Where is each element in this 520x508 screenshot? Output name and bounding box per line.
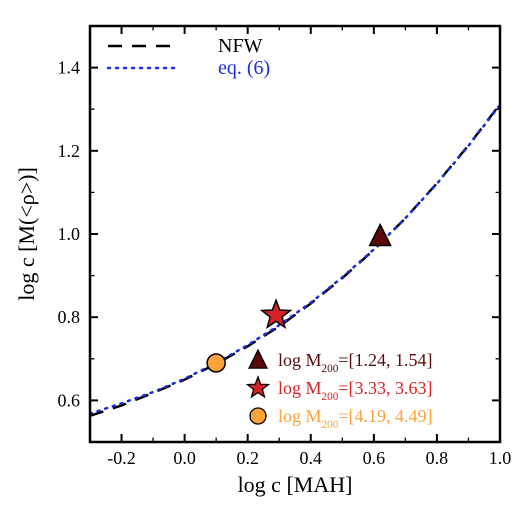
- chart-container: -0.2 0.0 0.2 0.4 0.6 0.8 1.0 0.6 0.8 1.0 1.2 1.4 log…: [0, 0, 520, 508]
- legend-label-nfw: NFW: [218, 35, 263, 57]
- x-tick-label: 0.2: [236, 448, 259, 468]
- point-circle: [207, 354, 225, 372]
- y-tick-label: 1.0: [58, 224, 81, 244]
- y-tick-label: 1.2: [58, 141, 81, 161]
- x-tick-label: 0.6: [363, 448, 386, 468]
- chart-svg: -0.2 0.0 0.2 0.4 0.6 0.8 1.0 0.6 0.8 1.0 1.2 1.4 log…: [0, 0, 520, 508]
- x-tick-label: 1.0: [489, 448, 512, 468]
- y-axis-label: log c [M(<ρ>)]: [14, 167, 39, 301]
- y-tick-label: 0.6: [58, 390, 81, 410]
- y-tick-label: 1.4: [58, 58, 81, 78]
- x-tick-label: 0.8: [426, 448, 449, 468]
- y-tick-label: 0.8: [58, 307, 81, 327]
- x-tick-label: 0.4: [300, 448, 323, 468]
- x-tick-label: -0.2: [107, 448, 136, 468]
- legend-label-eq6: eq. (6): [218, 57, 270, 79]
- legend-marker-circle: [250, 408, 266, 424]
- x-axis-label: log c [MAH]: [238, 472, 353, 497]
- x-tick-label: 0.0: [173, 448, 196, 468]
